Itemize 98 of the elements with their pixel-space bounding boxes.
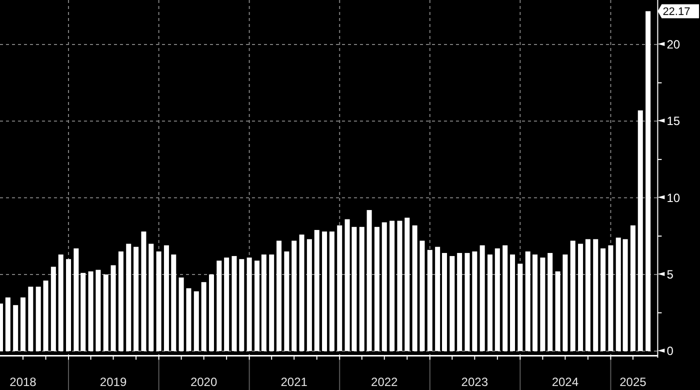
bar — [103, 274, 108, 352]
bar — [608, 245, 614, 352]
bar — [261, 254, 266, 352]
bar — [329, 232, 334, 352]
x-tick-label: 2019 — [100, 375, 127, 389]
bar — [480, 245, 485, 352]
bar — [510, 254, 516, 352]
bar — [246, 258, 252, 352]
bar — [404, 218, 410, 352]
bar — [494, 248, 500, 352]
bar — [5, 297, 10, 352]
bar — [13, 305, 18, 352]
bar — [600, 248, 606, 352]
bar — [630, 225, 636, 352]
bar — [239, 259, 244, 352]
bar — [118, 251, 124, 352]
x-tick-label: 2021 — [280, 375, 308, 389]
bar — [390, 220, 395, 352]
bar — [570, 240, 576, 352]
bar — [616, 238, 621, 352]
bar — [126, 244, 132, 352]
bar — [80, 272, 86, 352]
bar — [141, 232, 146, 352]
bar — [562, 254, 568, 352]
bar — [412, 225, 418, 352]
bar — [43, 280, 48, 352]
bar — [488, 254, 492, 352]
bar — [464, 252, 470, 352]
bar — [20, 297, 26, 352]
bar — [578, 244, 584, 352]
bar — [208, 274, 214, 352]
bar — [555, 271, 560, 352]
x-tick-label: 2025 — [620, 375, 647, 389]
bar — [420, 240, 425, 352]
bar — [374, 226, 380, 352]
bar — [518, 264, 523, 352]
x-tick-label: 2020 — [190, 375, 218, 389]
bar — [593, 239, 598, 352]
bar — [532, 254, 538, 352]
bar — [201, 282, 206, 352]
bar — [232, 256, 237, 352]
x-tick-label: 2024 — [552, 375, 579, 389]
bar — [164, 245, 169, 352]
y-tick-label: 10 — [666, 190, 680, 205]
bar — [156, 251, 162, 352]
bar — [254, 260, 260, 352]
y-tick-label: 15 — [666, 114, 680, 128]
bar — [88, 271, 94, 352]
bar — [622, 239, 628, 352]
bar — [397, 220, 402, 352]
bar — [74, 248, 79, 352]
bar — [646, 11, 651, 352]
bar — [110, 265, 116, 352]
bar — [186, 288, 192, 352]
x-tick-label: 2022 — [371, 375, 398, 389]
bar — [525, 251, 530, 352]
bar — [540, 258, 546, 352]
y-tick-label: 5 — [666, 267, 674, 282]
bar — [96, 270, 101, 352]
bar — [36, 286, 41, 352]
bar — [472, 251, 478, 352]
bar — [502, 245, 508, 352]
bar — [322, 232, 328, 352]
bar — [442, 252, 447, 352]
y-tick-label: 20 — [666, 37, 680, 52]
bar — [66, 259, 72, 352]
bar — [306, 239, 312, 352]
bar — [194, 291, 199, 352]
y-tick-label: 0 — [666, 344, 674, 358]
bar — [171, 254, 176, 352]
bar — [314, 230, 320, 352]
bar — [427, 250, 432, 352]
bar — [269, 254, 274, 352]
bar — [585, 239, 590, 352]
x-tick-label: 2018 — [10, 375, 37, 389]
bar — [276, 240, 282, 352]
bar — [58, 254, 64, 352]
bar — [382, 222, 387, 352]
bar — [28, 286, 34, 352]
bar — [148, 244, 154, 352]
bar — [50, 266, 56, 352]
y-tick-label: 22.17 — [662, 6, 690, 18]
bar — [548, 252, 553, 352]
bar — [292, 240, 297, 352]
x-tick-label: 2023 — [461, 375, 488, 389]
bar — [284, 251, 290, 352]
bar — [224, 258, 230, 352]
bar — [299, 234, 304, 352]
bar — [178, 278, 184, 352]
bar — [638, 110, 643, 352]
bar — [216, 260, 222, 352]
bar — [134, 246, 139, 352]
bar — [359, 226, 364, 352]
bar — [435, 246, 440, 352]
bar — [457, 252, 462, 352]
bar — [450, 256, 455, 352]
bar — [366, 210, 372, 352]
bar — [337, 225, 342, 352]
